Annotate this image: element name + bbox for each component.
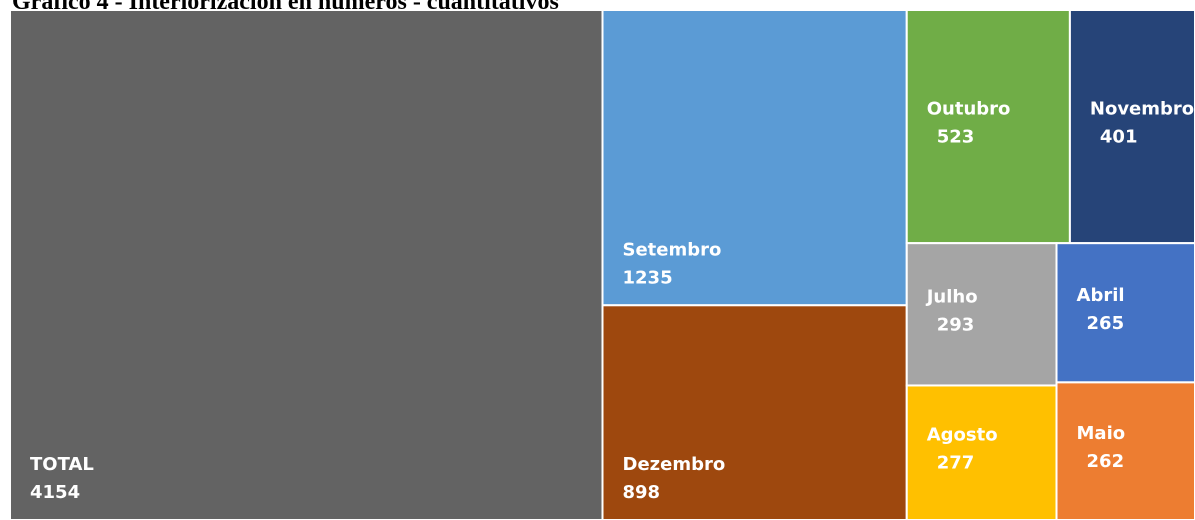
tile <box>905 384 1058 520</box>
tile <box>1068 9 1195 245</box>
value-label: 4154 <box>30 482 80 503</box>
tile-label: TOTAL <box>30 454 94 475</box>
tile-label: Dezembro <box>623 454 726 475</box>
tile <box>9 9 604 520</box>
value-label: 293 <box>937 314 975 335</box>
tile-label: Novembro <box>1090 99 1194 120</box>
tile-label: Outubro <box>927 99 1011 120</box>
tile-label: Maio <box>1077 423 1126 444</box>
value-label: 277 <box>937 453 975 474</box>
value-label: 265 <box>1087 313 1125 334</box>
tile-label: Abril <box>1077 285 1125 306</box>
tile <box>905 242 1058 387</box>
tile <box>905 9 1071 245</box>
tile-label: Setembro <box>623 239 722 260</box>
value-label: 523 <box>937 127 975 148</box>
tile <box>1055 381 1195 520</box>
tile <box>601 9 908 307</box>
value-label: 262 <box>1087 451 1125 472</box>
tile-label: Julho <box>925 286 978 307</box>
tile-label: Agosto <box>927 425 998 446</box>
value-label: 1235 <box>623 267 673 288</box>
value-label: 401 <box>1100 127 1138 148</box>
value-label: 898 <box>623 482 661 503</box>
tile <box>1055 242 1195 384</box>
